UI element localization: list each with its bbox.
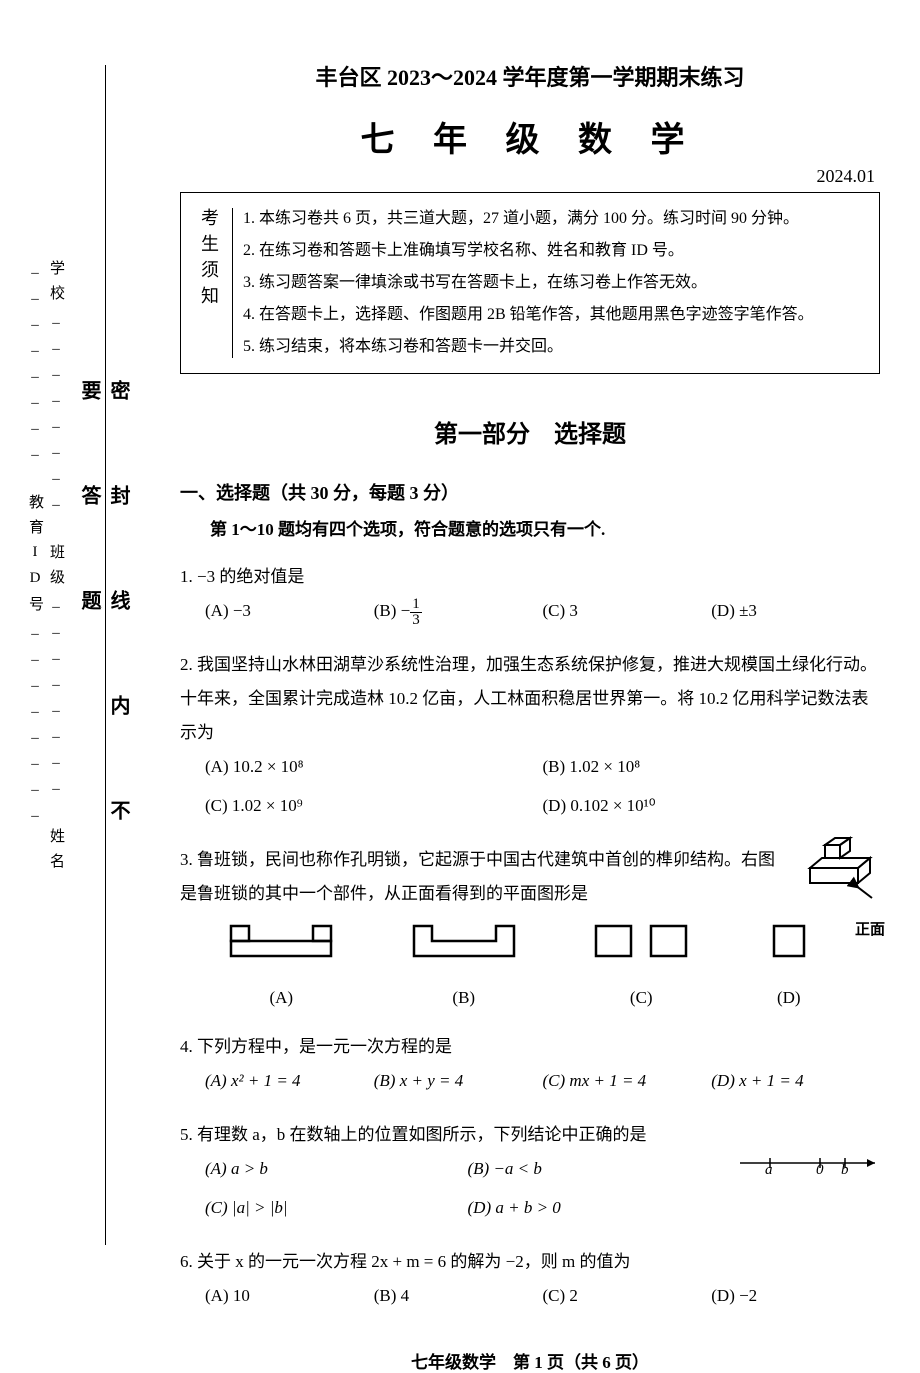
option-b: (B) −13 [374,594,543,628]
question-5: 5. 有理数 a，b 在数轴上的位置如图所示，下列结论中正确的是 a 0 b (… [180,1118,880,1230]
front-label: 正面 [800,915,885,945]
option-c: (C) |a| > |b| [205,1191,468,1225]
subject-title: 七 年 级 数 学 [180,112,880,161]
option-a: (A) a > b [205,1152,468,1186]
shape-c-icon [591,921,691,961]
notice-item: 2. 在练习卷和答题卡上准确填写学校名称、姓名和教育 ID 号。 [243,235,864,267]
luban-lock-figure: 正面 [800,833,885,945]
question-text: 1. −3 的绝对值是 [180,560,880,594]
question-1: 1. −3 的绝对值是 (A) −3 (B) −13 (C) 3 (D) ±3 [180,560,880,633]
page-footer: 七年级数学 第 1 页（共 6 页） [180,1348,880,1373]
number-line-icon [740,1148,880,1178]
option-a: (A) 10 [205,1279,374,1313]
question-2: 2. 我国坚持山水林田湖草沙系统性治理，加强生态系统保护修复，推进大规模国土绿化… [180,648,880,828]
option-a: (A) [226,921,336,1015]
number-line-figure: a 0 b [740,1148,880,1190]
binding-fields: 学校________ 班级________ 姓名________ 教育ID号__… [25,260,67,1060]
section-label: 一、选择题（共 30 分，每题 3 分） [180,479,880,505]
option-d: (D) a + b > 0 [468,1191,731,1225]
vertical-divider [105,65,106,1245]
option-c: (C) 2 [543,1279,712,1313]
option-a: (A) 10.2 × 10⁸ [205,750,543,784]
axis-label-a: a [765,1155,773,1185]
option-b: (B) [409,921,519,1015]
option-c: (C) mx + 1 = 4 [543,1064,712,1098]
option-c: (C) [591,921,691,1015]
option-a: (A) x² + 1 = 4 [205,1064,374,1098]
option-b: (B) −a < b [468,1152,731,1186]
option-d: (D) −2 [711,1279,880,1313]
shape-a-icon [226,921,336,961]
question-6: 6. 关于 x 的一元一次方程 2x + m = 6 的解为 −2，则 m 的值… [180,1245,880,1318]
question-3: 3. 鲁班锁，民间也称作孔明锁，它起源于中国古代建筑中首创的榫卯结构。右图是鲁班… [180,843,880,1015]
lock-3d-icon [800,833,880,903]
notice-item: 1. 本练习卷共 6 页，共三道大题，27 道小题，满分 100 分。练习时间 … [243,203,864,235]
option-d: (D) 0.102 × 10¹⁰ [543,789,881,823]
axis-label-b: b [841,1155,849,1185]
exam-date: 2024.01 [180,166,880,187]
question-text: 2. 我国坚持山水林田湖草沙系统性治理，加强生态系统保护修复，推进大规模国土绿化… [180,648,880,750]
option-c: (C) 1.02 × 10⁹ [205,789,543,823]
shape-b-icon [409,921,519,961]
part-title: 第一部分 选择题 [180,414,880,449]
question-4: 4. 下列方程中，是一元一次方程的是 (A) x² + 1 = 4 (B) x … [180,1030,880,1103]
notice-item: 5. 练习结束，将本练习卷和答题卡一并交回。 [243,331,864,363]
option-c: (C) 3 [543,594,712,628]
notice-item: 3. 练习题答案一律填涂或书写在答题卡上，在练习卷上作答无效。 [243,267,864,299]
option-d: (D) ±3 [711,594,880,628]
option-a: (A) −3 [205,594,374,628]
option-d: (D) x + 1 = 4 [711,1064,880,1098]
notice-label: 考生须知 [196,208,233,358]
question-text: 4. 下列方程中，是一元一次方程的是 [180,1030,880,1064]
question-text: 5. 有理数 a，b 在数轴上的位置如图所示，下列结论中正确的是 [180,1118,880,1152]
notice-items: 1. 本练习卷共 6 页，共三道大题，27 道小题，满分 100 分。练习时间 … [243,203,864,363]
option-b: (B) x + y = 4 [374,1064,543,1098]
main-title: 丰台区 2023～2024 学年度第一学期期末练习 [180,60,880,92]
axis-label-0: 0 [816,1155,824,1185]
section-instruction: 第 1～10 题均有四个选项，符合题意的选项只有一个. [210,515,880,540]
option-b: (B) 4 [374,1279,543,1313]
notice-item: 4. 在答题卡上，选择题、作图题用 2B 铅笔作答，其他题用黑色字迹签字笔作答。 [243,299,864,331]
page-content: 丰台区 2023～2024 学年度第一学期期末练习 七 年 级 数 学 2024… [180,60,880,1373]
question-text: 6. 关于 x 的一元一次方程 2x + m = 6 的解为 −2，则 m 的值… [180,1245,880,1279]
notice-box: 考生须知 1. 本练习卷共 6 页，共三道大题，27 道小题，满分 100 分。… [180,192,880,374]
question-text: 3. 鲁班锁，民间也称作孔明锁，它起源于中国古代建筑中首创的榫卯结构。右图是鲁班… [180,843,880,911]
seal-line-text: 密 封 线 内 不 要 答 题 [75,380,133,930]
option-b: (B) 1.02 × 10⁸ [543,750,881,784]
